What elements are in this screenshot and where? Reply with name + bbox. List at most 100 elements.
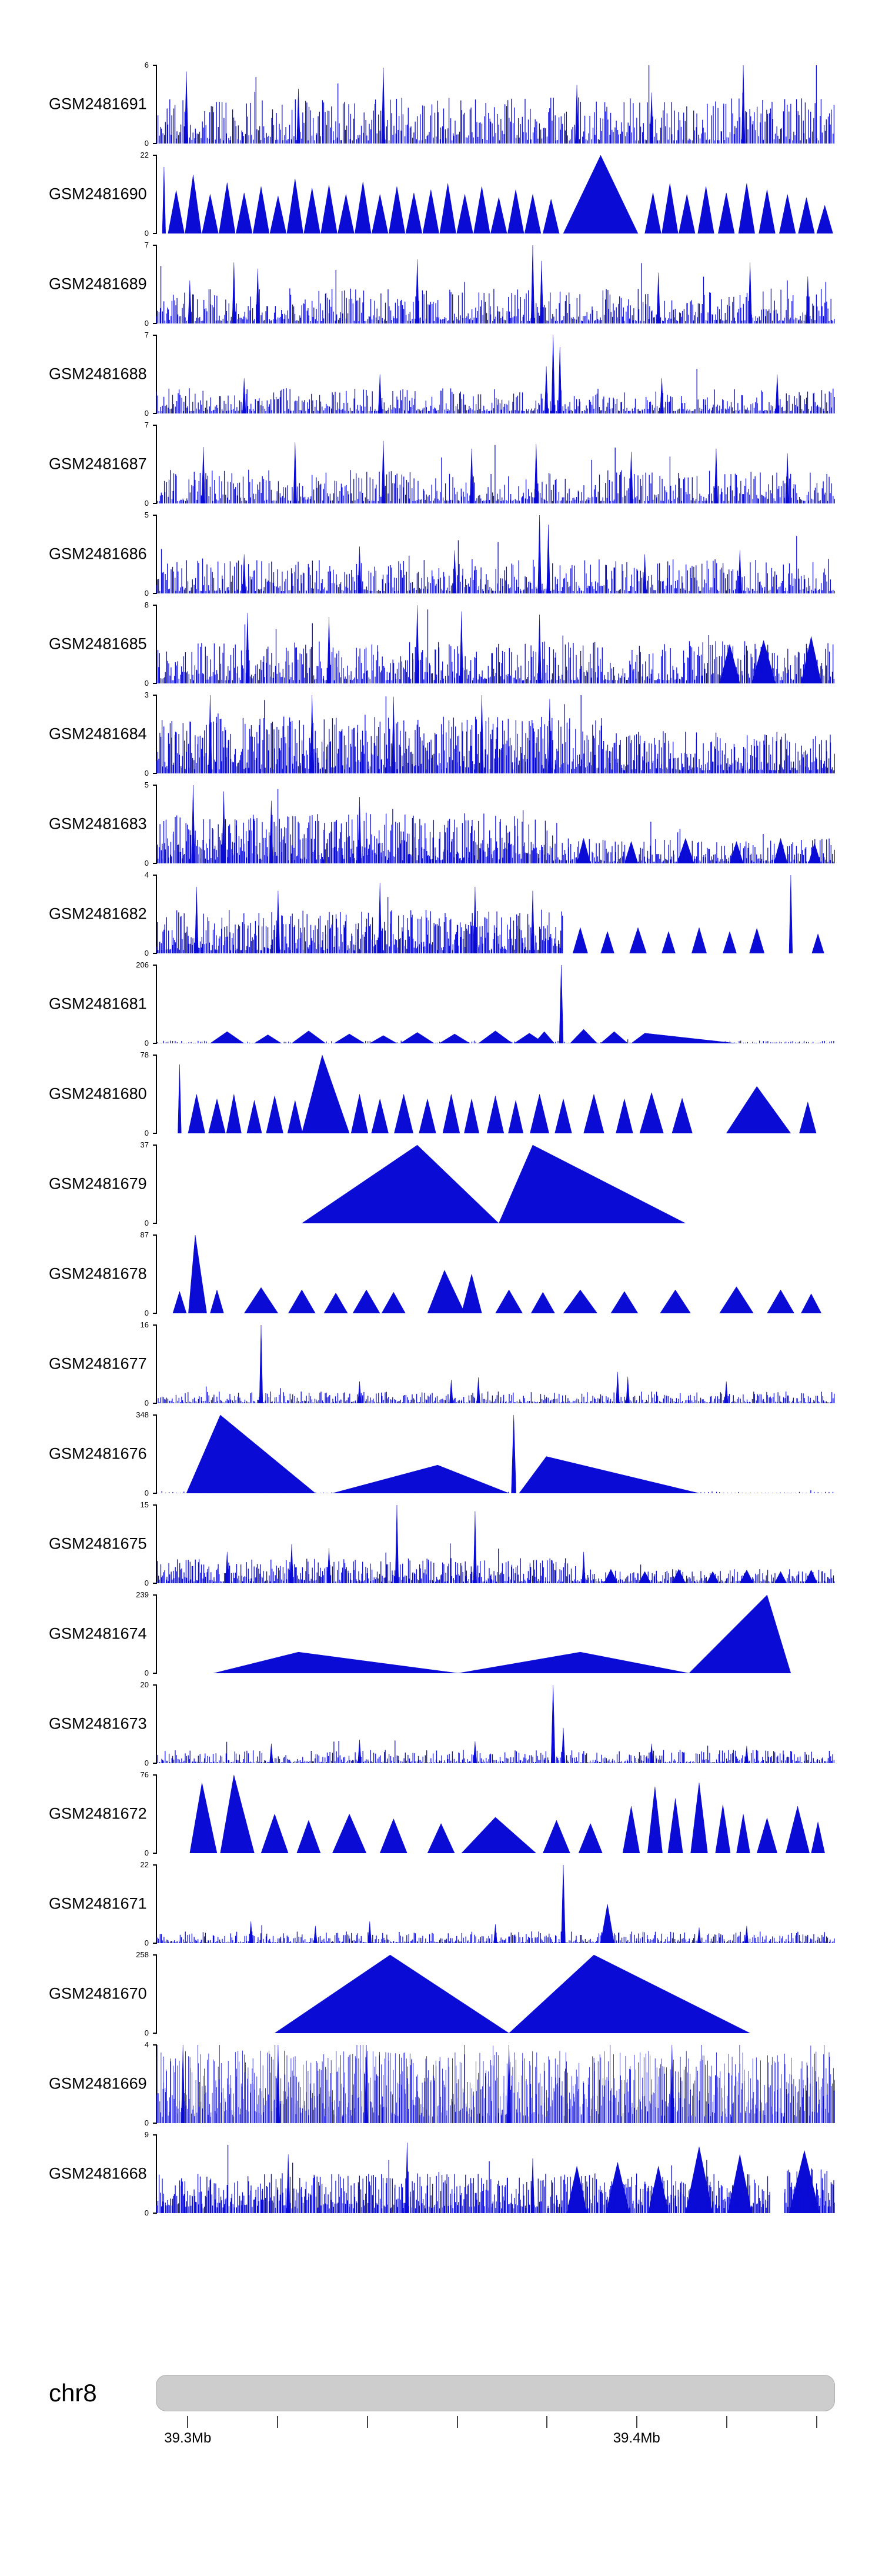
track-label: GSM2481676 bbox=[49, 1444, 147, 1463]
signal-peaks-path bbox=[259, 1325, 729, 1403]
track-plot: 258 0 bbox=[136, 1951, 835, 2037]
data-track: GSM2481678 87 0 bbox=[0, 1227, 882, 1317]
y-axis-min-label: 0 bbox=[144, 1399, 149, 1407]
y-axis-tick-top bbox=[153, 1234, 157, 1236]
signal-plot bbox=[156, 875, 824, 953]
axis-tick-label: 39.4Mb bbox=[613, 2430, 660, 2446]
data-track: GSM2481682 4 0 bbox=[0, 867, 882, 957]
data-track: GSM2481670 258 0 bbox=[0, 1947, 882, 2037]
signal-plot bbox=[156, 695, 835, 773]
signal-histogram-path bbox=[156, 695, 835, 773]
data-track: GSM2481679 37 0 bbox=[0, 1137, 882, 1227]
y-axis-tick-bottom bbox=[153, 1943, 157, 1944]
tracks-container: GSM2481691 6 0 GSM2481690 22 0 GSM248168… bbox=[0, 57, 882, 2217]
y-axis bbox=[153, 425, 157, 504]
y-axis bbox=[153, 2044, 157, 2124]
y-axis-min-label: 0 bbox=[144, 769, 149, 778]
track-label: GSM2481684 bbox=[49, 725, 147, 743]
y-axis bbox=[153, 2134, 157, 2214]
y-axis-min-label: 0 bbox=[144, 679, 149, 688]
track-plot: 37 0 bbox=[141, 1141, 835, 1227]
axis-tick bbox=[546, 2416, 548, 2428]
y-axis-tick-top bbox=[153, 1684, 157, 1686]
y-axis-tick-top bbox=[153, 245, 157, 246]
y-axis-tick-bottom bbox=[153, 2123, 157, 2124]
track-plot: 9 0 bbox=[145, 2131, 835, 2217]
y-axis-tick-top bbox=[153, 1774, 157, 1776]
signal-plot bbox=[156, 2045, 835, 2123]
signal-plot bbox=[156, 785, 835, 863]
data-track: GSM2481685 8 0 bbox=[0, 597, 882, 687]
signal-plot bbox=[156, 245, 835, 323]
y-axis-max-label: 4 bbox=[144, 2040, 149, 2049]
track-plot: 5 0 bbox=[145, 781, 835, 867]
y-axis-tick-bottom bbox=[153, 143, 157, 144]
y-axis-tick-top bbox=[153, 785, 157, 786]
data-track: GSM2481690 22 0 bbox=[0, 147, 882, 237]
y-axis-max-label: 16 bbox=[140, 1320, 149, 1329]
y-axis-max-label: 5 bbox=[144, 510, 149, 519]
y-axis-tick-bottom bbox=[153, 773, 157, 774]
y-axis-tick-bottom bbox=[153, 953, 157, 954]
signal-plot bbox=[156, 335, 835, 413]
track-label: GSM2481687 bbox=[49, 455, 147, 473]
signal-plot bbox=[157, 1415, 834, 1493]
y-axis-tick-top bbox=[153, 65, 157, 66]
signal-peaks-path bbox=[274, 1955, 750, 2033]
track-plot: 16 0 bbox=[141, 1321, 835, 1407]
track-plot: 4 0 bbox=[145, 2041, 835, 2127]
signal-histogram-path bbox=[156, 609, 835, 683]
axis-tick bbox=[276, 2416, 278, 2428]
y-axis-min-label: 0 bbox=[144, 1489, 149, 1497]
signal-histogram-path bbox=[156, 263, 835, 323]
track-label: GSM2481678 bbox=[49, 1264, 147, 1283]
data-track: GSM2481687 7 0 bbox=[0, 417, 882, 507]
y-axis-max-label: 76 bbox=[140, 1770, 149, 1779]
y-axis-min-label: 0 bbox=[144, 1039, 149, 1047]
y-axis bbox=[153, 155, 157, 234]
signal-plot bbox=[156, 515, 835, 593]
y-axis-tick-bottom bbox=[153, 1673, 157, 1674]
data-track: GSM2481680 78 0 bbox=[0, 1047, 882, 1137]
signal-peaks-path bbox=[269, 1685, 749, 1763]
signal-plot bbox=[156, 2143, 835, 2213]
y-axis-tick-bottom bbox=[153, 683, 157, 684]
signal-plot bbox=[156, 441, 835, 503]
y-axis-min-label: 0 bbox=[144, 2208, 149, 2217]
y-axis-tick-bottom bbox=[153, 1583, 157, 1584]
y-axis-tick-bottom bbox=[153, 2213, 157, 2214]
signal-peaks-path bbox=[249, 1865, 749, 1943]
track-plot: 7 0 bbox=[145, 421, 835, 507]
signal-peaks-path bbox=[188, 245, 810, 323]
y-axis-max-label: 348 bbox=[136, 1410, 149, 1419]
y-axis-tick-top bbox=[153, 1504, 157, 1506]
y-axis-tick-top bbox=[153, 1055, 157, 1056]
signal-histogram-path bbox=[156, 1925, 835, 1943]
track-label: GSM2481679 bbox=[49, 1174, 147, 1193]
y-axis-min-label: 0 bbox=[144, 319, 149, 328]
signal-peaks-path bbox=[242, 515, 742, 593]
y-axis-min-label: 0 bbox=[144, 2118, 149, 2127]
track-label: GSM2481689 bbox=[49, 275, 147, 293]
y-axis-tick-bottom bbox=[153, 863, 157, 864]
y-axis-tick-top bbox=[153, 605, 157, 606]
y-axis bbox=[153, 1324, 157, 1404]
signal-peaks-path bbox=[213, 1595, 791, 1673]
y-axis-max-label: 37 bbox=[140, 1140, 149, 1149]
track-label: GSM2481682 bbox=[49, 905, 147, 923]
y-axis bbox=[153, 1684, 157, 1764]
data-track: GSM2481677 16 0 bbox=[0, 1317, 882, 1407]
y-axis-tick-bottom bbox=[153, 233, 157, 234]
y-axis-tick-top bbox=[153, 1954, 157, 1956]
y-axis-tick-bottom bbox=[153, 413, 157, 414]
signal-plot bbox=[189, 1775, 825, 1853]
signal-plot bbox=[156, 1325, 835, 1403]
track-label: GSM2481675 bbox=[49, 1534, 147, 1553]
y-axis-max-label: 239 bbox=[136, 1590, 149, 1599]
track-label: GSM2481690 bbox=[49, 185, 147, 203]
signal-peaks-path bbox=[178, 1055, 817, 1133]
y-axis bbox=[153, 515, 157, 594]
track-label: GSM2481677 bbox=[49, 1354, 147, 1373]
data-track: GSM2481684 3 0 bbox=[0, 687, 882, 777]
y-axis-tick-bottom bbox=[153, 1763, 157, 1764]
